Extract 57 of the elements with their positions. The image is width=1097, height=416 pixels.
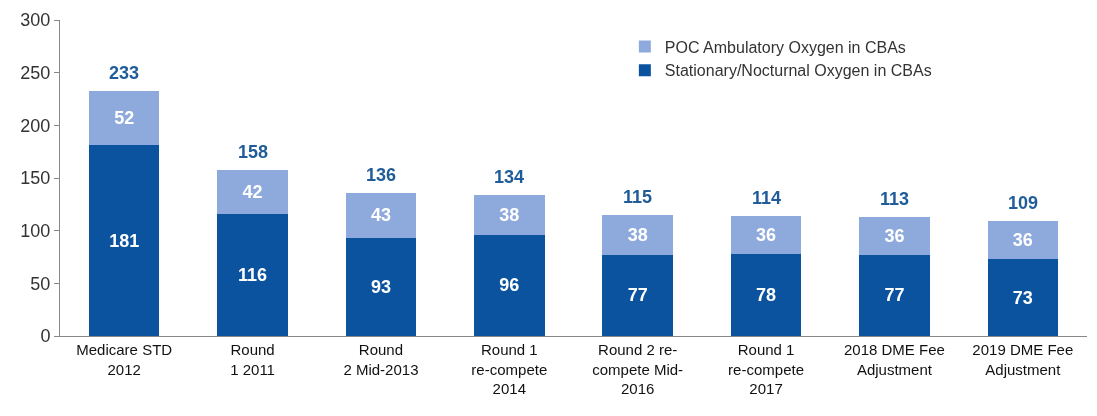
data-label: 42: [242, 181, 263, 202]
total-label: 113: [880, 189, 910, 209]
data-label: 38: [627, 224, 648, 245]
bar: [987, 259, 1059, 336]
data-label: 78: [756, 284, 777, 305]
x-tick-label: Round 1 re-compete 2017: [728, 341, 804, 397]
total-label: 136: [366, 165, 397, 185]
data-label: 36: [756, 224, 777, 245]
bar: [602, 254, 673, 336]
x-tick-label: Round 1 2011: [230, 341, 275, 378]
data-label: 36: [1012, 230, 1033, 251]
y-tick-label: 300: [20, 10, 51, 31]
bar: [217, 213, 288, 336]
bar: [474, 234, 545, 336]
y-tick-label: 150: [20, 168, 51, 189]
bar: [859, 254, 930, 336]
bar: [730, 253, 802, 336]
total-label: 109: [1008, 193, 1039, 213]
legend-label: Stationary/Nocturnal Oxygen in CBAs: [664, 62, 932, 80]
bar: [345, 192, 417, 239]
x-tick-label: 2018 DME Fee Adjustment: [843, 341, 945, 378]
x-tick-label: Round 1 re-compete 2014: [471, 341, 548, 397]
x-tick-label: Round 2 re- compete Mid- 2016: [592, 341, 684, 397]
bar: [987, 221, 1059, 260]
data-label: 73: [1012, 287, 1033, 308]
y-tick-label: 250: [20, 62, 51, 83]
bar: [88, 90, 160, 146]
bar: [88, 145, 160, 336]
total-label: 158: [238, 142, 269, 162]
total-label: 233: [109, 63, 140, 83]
bar: [859, 216, 930, 255]
data-label: 93: [370, 277, 391, 298]
y-tick-label: 0: [40, 326, 51, 347]
data-label: 77: [884, 285, 905, 306]
data-label: 52: [114, 107, 135, 128]
data-label: 181: [109, 230, 140, 251]
legend-label: POC Ambulatory Oxygen in CBAs: [664, 38, 906, 56]
y-tick-label: 100: [20, 220, 51, 241]
bar: [602, 214, 673, 255]
total-label: 115: [623, 187, 653, 207]
data-label: 43: [370, 205, 391, 226]
data-label: 116: [238, 264, 268, 285]
bar: [730, 215, 802, 254]
data-label: 77: [627, 285, 648, 306]
total-label: 114: [752, 188, 782, 208]
bar: [474, 194, 545, 235]
y-tick-label: 50: [30, 273, 51, 294]
bar: [217, 169, 288, 214]
y-tick-label: 200: [20, 115, 51, 136]
data-label: 36: [884, 225, 905, 246]
total-label: 134: [494, 167, 525, 187]
data-label: 96: [499, 275, 520, 296]
x-tick-label: 2019 DME Fee Adjustment: [972, 341, 1074, 378]
data-label: 38: [499, 204, 520, 225]
x-tick-label: Medicare STD 2012: [76, 341, 173, 378]
x-tick-label: Round 2 Mid-2013: [343, 341, 419, 378]
bar: [345, 238, 417, 336]
